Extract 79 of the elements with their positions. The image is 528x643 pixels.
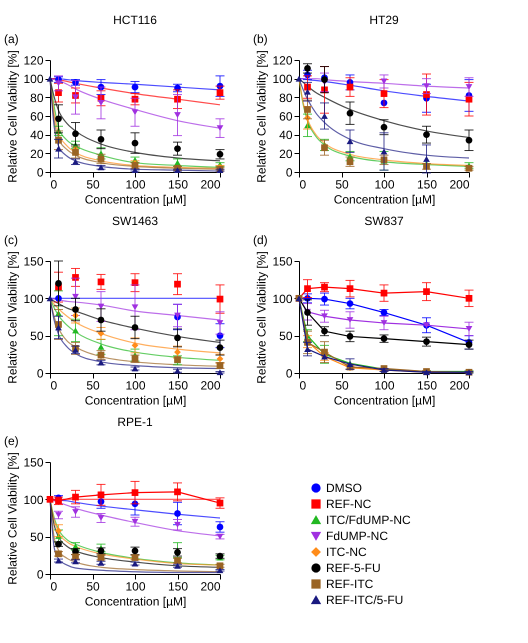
x-tick-label: 0 — [50, 580, 58, 594]
chart-title: RPE-1 — [117, 415, 153, 429]
y-tick-label: 150 — [23, 254, 44, 268]
legend-label: REF-ITC/5-FU — [326, 593, 404, 607]
x-tick-label: 200 — [449, 178, 470, 192]
y-axis-title: Relative Cell Viability [%] — [5, 251, 20, 384]
x-tick-label: 150 — [168, 378, 188, 392]
legend-label: REF-5-FU — [326, 561, 381, 575]
y-tick-label: 50 — [30, 329, 44, 344]
chart-title: HT29 — [369, 13, 399, 27]
y-tick-label: 0 — [286, 166, 293, 180]
y-tick-label: 100 — [272, 292, 293, 306]
x-tick-label: 200 — [449, 378, 470, 392]
chart-title: SW1463 — [112, 214, 158, 228]
y-tick-label: 40 — [30, 128, 44, 142]
y-tick-label: 120 — [272, 54, 293, 68]
x-tick-label: 100 — [374, 378, 395, 392]
y-tick-label: 150 — [23, 456, 44, 470]
x-tick-label: 150 — [416, 378, 438, 392]
x-tick-label: 50 — [335, 378, 349, 392]
x-axis-title: Concentration [µM] — [334, 192, 436, 206]
legend-label: ITC-NC — [326, 545, 367, 559]
y-axis-title: Relative Cell Viability [%] — [254, 251, 268, 384]
chart-title: SW837 — [364, 214, 404, 228]
text: (e) — [4, 434, 19, 448]
x-tick-label: 150 — [416, 178, 438, 192]
x-tick-label: 200 — [200, 580, 221, 594]
x-tick-label: 50 — [86, 378, 100, 392]
x-tick-label: 200 — [200, 178, 221, 192]
y-tick-label: 80 — [279, 90, 293, 105]
y-tick-label: 0 — [36, 366, 44, 380]
y-tick-label: 20 — [30, 146, 44, 161]
x-tick-label: 0 — [50, 378, 58, 392]
y-tick-label: 0 — [36, 166, 44, 180]
x-tick-label: 150 — [168, 580, 188, 594]
text: (c) — [4, 233, 18, 247]
x-axis-title: Concentration [µM] — [334, 394, 436, 408]
x-tick-label: 0 — [300, 378, 306, 392]
y-axis-title: Relative Cell Viability [%] — [254, 50, 268, 183]
x-tick-label: 100 — [125, 178, 146, 192]
x-tick-label: 50 — [86, 580, 100, 594]
x-tick-label: 0 — [50, 178, 58, 192]
chart-title: HCT116 — [113, 13, 158, 27]
y-axis-title: Relative Cell Viability [%] — [5, 452, 20, 585]
text: (a) — [4, 32, 19, 46]
legend-label: ITC/FdUMP-NC — [326, 513, 411, 527]
x-tick-label: 100 — [374, 178, 395, 192]
x-tick-label: 50 — [86, 178, 100, 192]
legend-label: REF-ITC — [326, 577, 374, 591]
y-tick-label: 20 — [279, 146, 293, 161]
y-tick-label: 60 — [30, 110, 44, 124]
legend-label: REF-NC — [326, 497, 372, 511]
y-tick-label: 80 — [30, 90, 44, 105]
x-tick-label: 100 — [125, 580, 146, 594]
y-tick-label: 150 — [272, 254, 293, 268]
text: (d) — [253, 233, 268, 247]
legend-label: DMSO — [326, 481, 362, 495]
y-tick-label: 100 — [272, 72, 293, 86]
y-tick-label: 100 — [23, 492, 44, 507]
y-tick-label: 60 — [279, 110, 293, 124]
x-tick-label: 200 — [200, 378, 221, 392]
y-tick-label: 100 — [23, 72, 44, 86]
x-axis-title: Concentration [µM] — [84, 192, 186, 206]
text: (b) — [253, 32, 268, 46]
y-tick-label: 40 — [279, 128, 293, 142]
x-tick-label: 50 — [335, 178, 349, 192]
y-tick-label: 0 — [286, 366, 293, 380]
y-tick-label: 50 — [30, 530, 44, 544]
y-tick-label: 100 — [23, 292, 44, 306]
x-tick-label: 0 — [300, 178, 306, 192]
x-tick-label: 150 — [168, 178, 188, 192]
x-tick-label: 100 — [125, 378, 146, 392]
y-tick-label: 120 — [23, 54, 44, 68]
x-axis-title: Concentration [µM] — [84, 594, 186, 608]
y-tick-label: 0 — [36, 568, 44, 582]
y-tick-label: 50 — [279, 329, 293, 344]
x-axis-title: Concentration [µM] — [84, 394, 186, 408]
y-axis-title: Relative Cell Viability [%] — [5, 50, 20, 183]
legend-label: FdUMP-NC — [326, 529, 388, 543]
